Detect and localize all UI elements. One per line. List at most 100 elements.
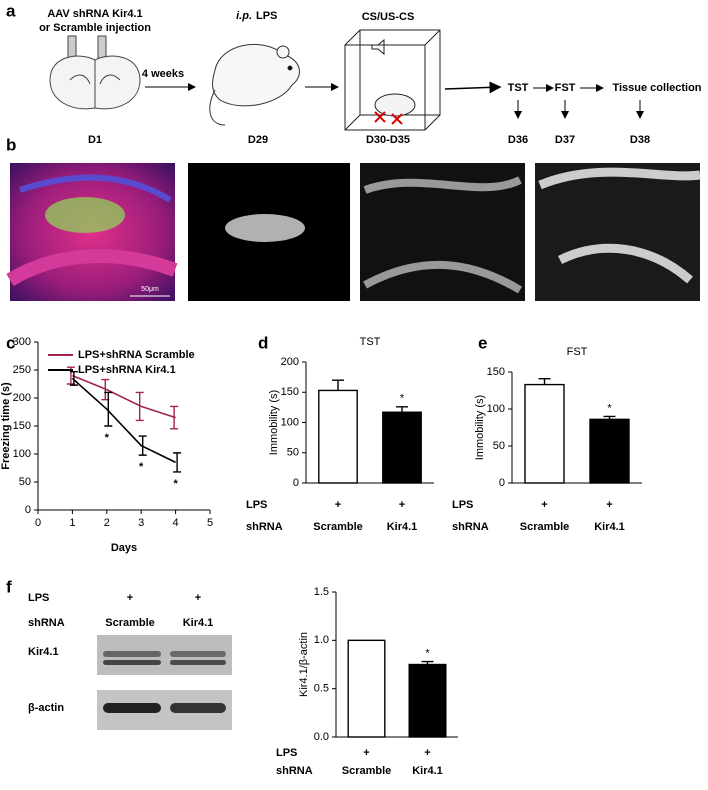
x-tick-label: 2 (104, 517, 110, 529)
y-tick-label: 50 (493, 440, 505, 452)
y-tick-label: 150 (281, 386, 299, 398)
x-tick-label: Scramble (342, 765, 392, 777)
error-bar (104, 391, 113, 427)
y-tick-label: 200 (281, 356, 299, 368)
route-text: i.p. (236, 10, 252, 22)
bar (382, 411, 422, 484)
x-tick-label: Kir4.1 (594, 521, 625, 533)
series-line (72, 374, 176, 419)
treatment-mark: + (363, 747, 369, 759)
significance-mark: * (607, 402, 612, 414)
day-text: D38 (630, 134, 650, 146)
step-text: TST (508, 82, 529, 94)
micrograph: 50μm (6, 163, 178, 301)
error-bar (135, 391, 144, 422)
y-tick-label: 100 (487, 403, 505, 415)
significance-mark: * (425, 648, 430, 660)
series-line (71, 377, 176, 464)
bar (347, 639, 386, 738)
bar (408, 663, 447, 738)
treatment-mark: + (541, 499, 547, 511)
y-tick-label: 300 (13, 336, 31, 348)
row-label: shRNA (276, 765, 313, 777)
treatment-mark: + (424, 747, 430, 759)
mouse-drawing (209, 43, 300, 126)
x-tick-label: Scramble (313, 521, 363, 533)
y-tick-label: 100 (281, 416, 299, 428)
row-label: shRNA (246, 521, 283, 533)
error-bar (69, 370, 78, 386)
x-tick-label: 4 (173, 517, 179, 529)
error-bar (170, 405, 179, 430)
brain-drawing (49, 35, 141, 110)
error-bar (538, 377, 551, 385)
y-axis-label: Immobility (s) (268, 390, 280, 455)
bar (524, 383, 565, 484)
x-tick-label: 5 (207, 517, 213, 529)
y-axis-label: Freezing time (s) (0, 382, 12, 470)
y-tick-label: 150 (13, 420, 31, 432)
y-tick-label: 1.5 (314, 586, 329, 598)
x-tick-label: Kir4.1 (412, 765, 443, 777)
panel-label: f (6, 577, 12, 596)
treatment-mark: + (399, 499, 405, 511)
y-tick-label: 0 (499, 477, 505, 489)
significance-mark: * (105, 432, 110, 444)
row-label: shRNA (452, 521, 489, 533)
row-label: LPS (246, 499, 267, 511)
lps-text: LPS (256, 10, 277, 22)
row-label: LPS (452, 499, 473, 511)
y-tick-label: 100 (13, 448, 31, 460)
x-axis-label: Days (111, 542, 137, 554)
bar (589, 418, 630, 484)
chamber-drawing (344, 29, 441, 131)
blot-image (97, 635, 232, 730)
micrograph (188, 163, 350, 301)
panel-label: e (478, 333, 487, 352)
error-bar (173, 452, 182, 473)
significance-mark: * (139, 461, 144, 473)
x-tick-label: 3 (138, 517, 144, 529)
chart-title: FST (567, 346, 588, 358)
band-label: β-actin (28, 702, 64, 714)
row-label: LPS (276, 747, 297, 759)
step-text: Tissue collection (612, 82, 701, 94)
day-text: D1 (88, 134, 102, 146)
y-tick-label: 1.0 (314, 634, 329, 646)
panel-label: a (6, 1, 16, 20)
error-bar (138, 435, 147, 456)
day-text: D29 (248, 134, 268, 146)
group-label: Scramble (105, 617, 155, 629)
micrograph (360, 163, 525, 301)
injection-text: AAV shRNA Kir4.1 (47, 8, 142, 20)
x-tick-label: Kir4.1 (387, 521, 418, 533)
band-label: Kir4.1 (28, 646, 59, 658)
significance-mark: * (400, 393, 405, 405)
y-tick-label: 200 (13, 392, 31, 404)
row-label: shRNA (28, 617, 65, 629)
significance-mark: * (173, 478, 178, 490)
day-text: D37 (555, 134, 575, 146)
y-axis-label: Immobility (s) (474, 395, 486, 460)
legend-label: LPS+shRNA Scramble (78, 349, 195, 361)
y-tick-label: 250 (13, 364, 31, 376)
step-text: FST (555, 82, 576, 94)
bar (318, 389, 358, 484)
x-tick-label: Scramble (520, 521, 570, 533)
panel-label: b (6, 135, 16, 154)
micrograph (535, 163, 701, 301)
y-axis-label: Kir4.1/β-actin (298, 632, 310, 697)
treatment-mark: + (195, 592, 201, 604)
arrow (444, 81, 502, 94)
y-tick-label: 0 (25, 504, 31, 516)
conditioning-text: CS/US-CS (362, 11, 415, 23)
treatment-mark: + (335, 499, 341, 511)
panel-label: c (6, 333, 15, 352)
y-tick-label: 0 (293, 477, 299, 489)
scale-bar-label: 50μm (141, 286, 159, 293)
treatment-mark: + (127, 592, 133, 604)
chart-title: TST (360, 336, 381, 348)
group-label: Kir4.1 (183, 617, 214, 629)
treatment-mark: + (606, 499, 612, 511)
